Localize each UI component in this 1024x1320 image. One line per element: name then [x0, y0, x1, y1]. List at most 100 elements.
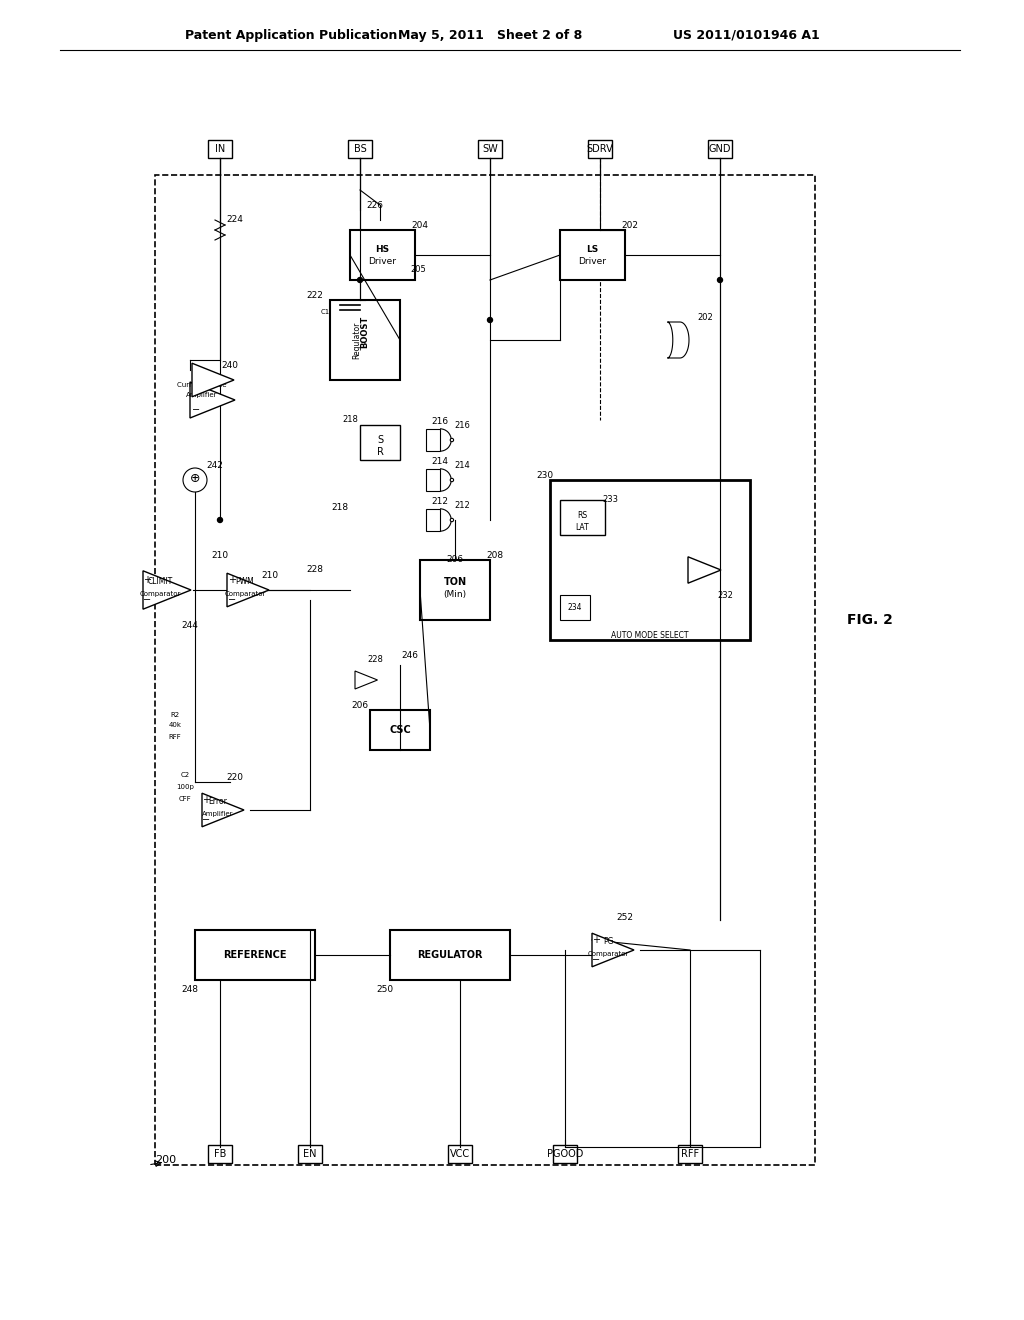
Text: R: R: [377, 447, 383, 457]
Text: 240: 240: [221, 360, 239, 370]
Text: −: −: [191, 405, 200, 414]
Text: SW: SW: [482, 144, 498, 154]
Text: +: +: [228, 576, 236, 585]
Text: BOOST: BOOST: [360, 315, 370, 348]
Text: Driver: Driver: [369, 257, 396, 267]
Text: 216: 216: [454, 421, 470, 429]
Text: 230: 230: [537, 470, 554, 479]
Text: 216: 216: [431, 417, 449, 426]
Text: 226: 226: [367, 201, 384, 210]
Bar: [195, 931, 315, 979]
Text: CFF: CFF: [178, 796, 191, 803]
Text: 200: 200: [155, 1155, 176, 1166]
Text: 218: 218: [332, 503, 348, 512]
Bar: [208, 1144, 232, 1163]
Bar: [298, 1144, 322, 1163]
Bar: [678, 1144, 702, 1163]
Text: 248: 248: [181, 986, 199, 994]
Text: EN: EN: [303, 1148, 316, 1159]
Polygon shape: [668, 322, 689, 358]
Text: LS: LS: [587, 246, 599, 255]
Bar: [155, 176, 815, 1166]
Text: TON: TON: [443, 577, 467, 587]
Text: 222: 222: [306, 290, 324, 300]
Text: +: +: [592, 935, 600, 945]
Text: 202: 202: [622, 220, 639, 230]
Text: 218: 218: [342, 416, 358, 425]
Bar: [360, 425, 400, 459]
Text: RS: RS: [577, 511, 587, 520]
Polygon shape: [688, 557, 721, 583]
Text: HS: HS: [376, 246, 389, 255]
Text: 250: 250: [377, 986, 393, 994]
Text: US 2011/0101946 A1: US 2011/0101946 A1: [673, 29, 820, 41]
Text: +: +: [193, 385, 200, 395]
Bar: [449, 1144, 472, 1163]
Text: AUTO MODE SELECT: AUTO MODE SELECT: [611, 631, 689, 639]
Text: 220: 220: [226, 772, 244, 781]
Text: LAT: LAT: [575, 523, 589, 532]
Text: 204: 204: [412, 220, 428, 230]
Bar: [350, 230, 415, 280]
Bar: [560, 230, 625, 280]
Text: REFERENCE: REFERENCE: [223, 950, 287, 960]
Bar: [708, 140, 732, 158]
Text: PG: PG: [603, 937, 613, 946]
Text: 244: 244: [181, 620, 199, 630]
Circle shape: [451, 478, 454, 482]
Text: RFF: RFF: [169, 734, 181, 741]
Circle shape: [487, 318, 493, 322]
Text: May 5, 2011   Sheet 2 of 8: May 5, 2011 Sheet 2 of 8: [398, 29, 582, 41]
Text: PGOOD: PGOOD: [547, 1148, 584, 1159]
Text: 214: 214: [431, 458, 449, 466]
Text: Driver: Driver: [579, 257, 606, 267]
Text: C2: C2: [180, 772, 189, 777]
Text: 246: 246: [401, 651, 419, 660]
Text: −: −: [202, 814, 210, 825]
Polygon shape: [227, 573, 269, 607]
Text: (Min): (Min): [443, 590, 467, 599]
Text: Comparator: Comparator: [224, 591, 265, 597]
Text: −: −: [592, 954, 600, 965]
Text: Current Sense: Current Sense: [177, 381, 226, 388]
Text: ⊕: ⊕: [189, 471, 201, 484]
Polygon shape: [426, 429, 440, 451]
Polygon shape: [143, 570, 191, 610]
Text: 212: 212: [431, 498, 449, 507]
Text: FB: FB: [214, 1148, 226, 1159]
Text: 252: 252: [616, 912, 634, 921]
Text: Regulator: Regulator: [352, 321, 361, 359]
Text: 212: 212: [454, 500, 470, 510]
Polygon shape: [193, 363, 234, 397]
Bar: [420, 560, 490, 620]
Polygon shape: [190, 381, 234, 418]
Circle shape: [357, 277, 362, 282]
Text: 100p: 100p: [176, 784, 194, 789]
Text: Error: Error: [209, 797, 227, 807]
Circle shape: [183, 469, 207, 492]
Text: 202: 202: [697, 314, 713, 322]
Bar: [330, 300, 400, 380]
Text: C1: C1: [321, 309, 330, 315]
Bar: [588, 140, 612, 158]
Text: CLIMIT: CLIMIT: [147, 578, 173, 586]
Text: FIG. 2: FIG. 2: [847, 612, 893, 627]
Text: 206: 206: [351, 701, 369, 710]
Text: +: +: [202, 795, 210, 805]
Text: GND: GND: [709, 144, 731, 154]
Polygon shape: [202, 793, 244, 826]
Bar: [553, 1144, 577, 1163]
Text: 232: 232: [717, 590, 733, 599]
Circle shape: [451, 438, 454, 442]
Text: Comparator: Comparator: [588, 950, 629, 957]
Text: 234: 234: [567, 603, 583, 612]
Text: S: S: [377, 436, 383, 445]
Text: Amplifier: Amplifier: [186, 392, 218, 399]
Text: 206: 206: [446, 556, 464, 565]
Polygon shape: [426, 469, 440, 491]
Text: 214: 214: [454, 461, 470, 470]
Bar: [208, 140, 232, 158]
Text: BS: BS: [353, 144, 367, 154]
Text: 40k: 40k: [169, 722, 181, 729]
Text: −: −: [228, 595, 237, 605]
